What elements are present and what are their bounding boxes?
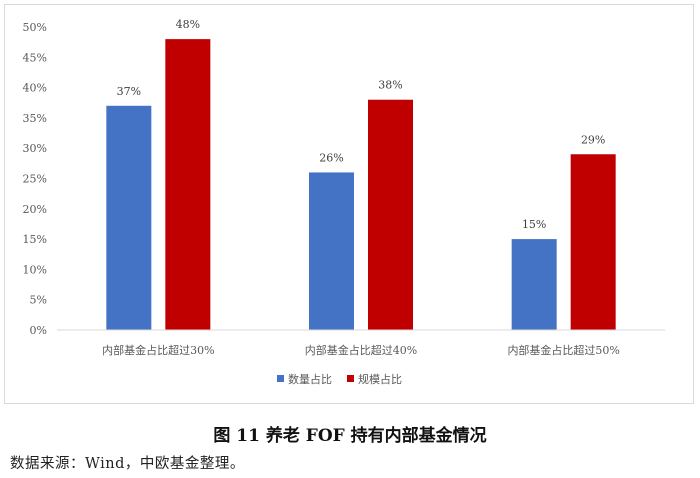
y-axis: 0% 5% 10% 15% 20% 25% 30% 35% 40% 45% 50% xyxy=(23,21,47,337)
x-category-label: 内部基金占比超过50% xyxy=(507,343,619,357)
bar-count-share xyxy=(511,239,557,330)
legend-swatch-count-share xyxy=(277,375,284,382)
y-tick-label: 50% xyxy=(23,21,47,34)
bar-scale-share xyxy=(368,99,413,330)
bar-count-share xyxy=(106,105,152,330)
data-label: 15% xyxy=(522,218,546,231)
y-tick-label: 30% xyxy=(23,142,47,155)
y-tick-label: 10% xyxy=(23,263,47,276)
x-axis: 内部基金占比超过30% 内部基金占比超过40% 内部基金占比超过50% xyxy=(57,329,665,357)
y-tick-label: 0% xyxy=(30,324,47,337)
x-category-label: 内部基金占比超过40% xyxy=(305,343,417,357)
y-tick-label: 25% xyxy=(23,173,47,186)
bar-chart: 0% 5% 10% 15% 20% 25% 30% 35% 40% 45% 50% 37% 48% 26… xyxy=(23,18,665,386)
data-label: 37% xyxy=(117,85,141,98)
y-tick-label: 15% xyxy=(23,233,47,246)
bar-count-share xyxy=(309,172,354,330)
bar-scale-share xyxy=(165,39,211,331)
y-tick-label: 35% xyxy=(23,112,47,125)
data-label: 26% xyxy=(319,151,343,164)
legend: 数量占比 规模占比 xyxy=(277,372,402,386)
y-tick-label: 45% xyxy=(23,51,47,64)
data-label: 38% xyxy=(378,79,402,92)
chart-frame: 0% 5% 10% 15% 20% 25% 30% 35% 40% 45% 50% 37% 48% 26… xyxy=(4,4,694,404)
legend-label: 数量占比 xyxy=(288,372,332,386)
legend-swatch-scale-share xyxy=(347,375,354,382)
legend-label: 规模占比 xyxy=(358,372,402,386)
data-source-note: 数据来源：Wind，中欧基金整理。 xyxy=(10,456,245,472)
x-category-label: 内部基金占比超过30% xyxy=(102,343,214,357)
y-tick-label: 40% xyxy=(23,82,47,95)
data-label: 48% xyxy=(176,18,200,31)
bar-scale-share xyxy=(570,154,616,330)
y-tick-label: 5% xyxy=(30,294,47,307)
bars: 37% 48% 26% 38% 15% 29% xyxy=(106,18,616,331)
data-label: 29% xyxy=(581,133,605,146)
figure-caption: 图 11 养老 FOF 持有内部基金情况 xyxy=(213,426,487,446)
y-tick-label: 20% xyxy=(23,203,47,216)
